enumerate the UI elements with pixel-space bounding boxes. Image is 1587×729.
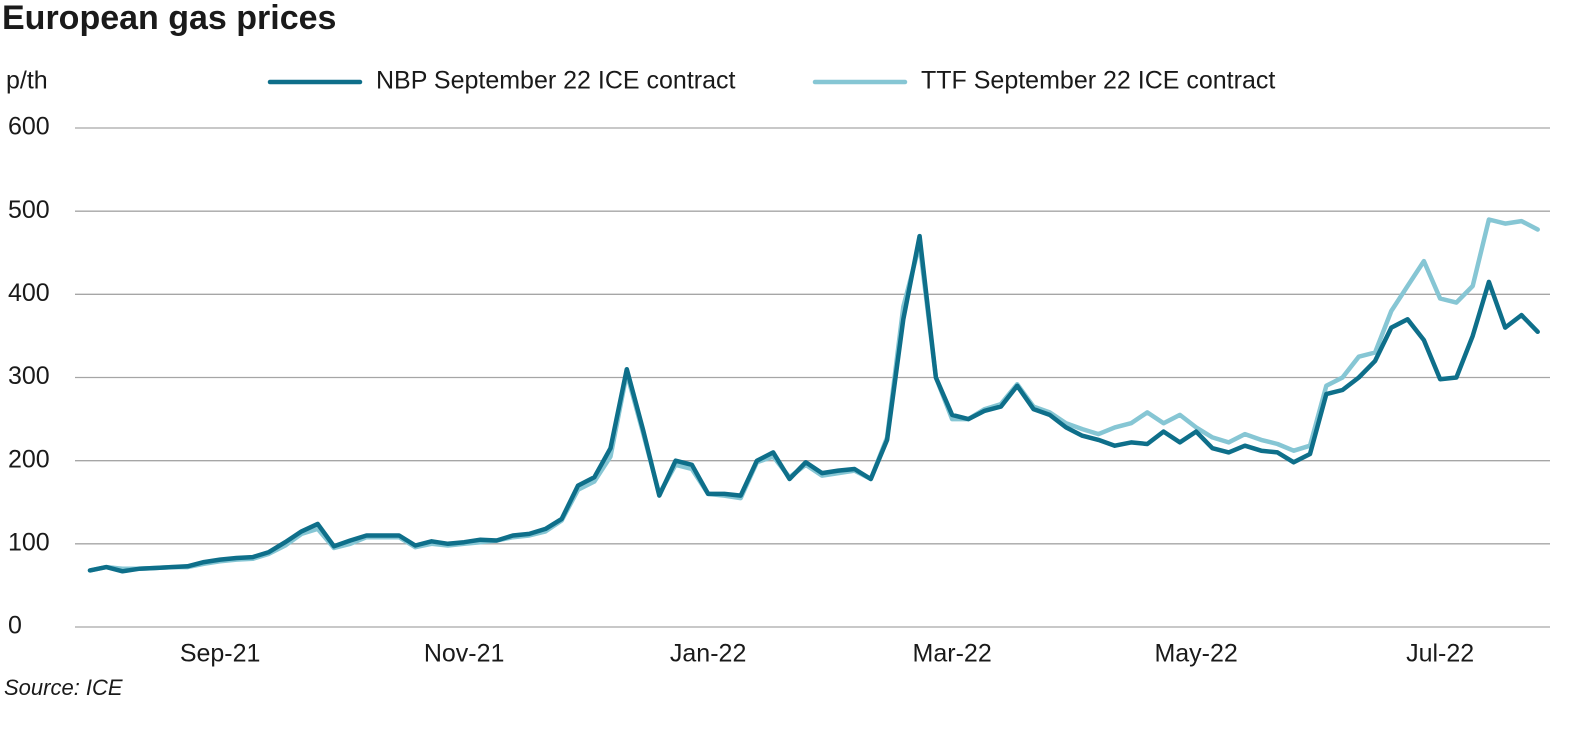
series-line: [87, 217, 1540, 573]
legend-label: TTF September 22 ICE contract: [921, 67, 1275, 95]
x-tick-label: Jan-22: [670, 640, 746, 668]
y-tick-label: 600: [8, 113, 50, 141]
y-tick-label: 400: [8, 279, 50, 307]
x-tick-label: May-22: [1154, 640, 1237, 668]
y-tick-label: 300: [8, 362, 50, 390]
y-tick-label: 0: [8, 612, 22, 640]
x-tick-label: Jul-22: [1406, 640, 1474, 668]
y-tick-label: 500: [8, 196, 50, 224]
y-tick-label: 200: [8, 445, 50, 473]
x-tick-label: Mar-22: [913, 640, 992, 668]
series-line: [87, 233, 1540, 574]
source-note: Source: ICE: [4, 675, 123, 700]
legend-label: NBP September 22 ICE contract: [376, 67, 735, 95]
y-axis-label: p/th: [6, 67, 48, 95]
y-tick-label: 100: [8, 528, 50, 556]
x-tick-label: Sep-21: [180, 640, 261, 668]
chart-title: European gas prices: [2, 0, 336, 37]
x-tick-label: Nov-21: [424, 640, 505, 668]
